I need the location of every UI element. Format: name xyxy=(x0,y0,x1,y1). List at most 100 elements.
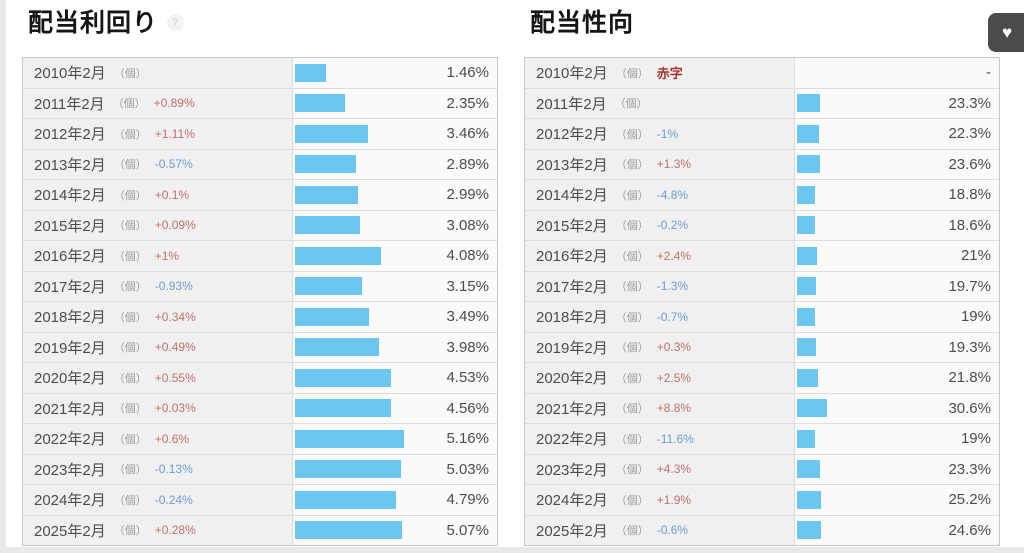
unit-label: （個） xyxy=(615,128,649,141)
help-icon[interactable]: ? xyxy=(167,14,185,31)
row-label-cell: 2025年2月 （個） -0.6% xyxy=(525,515,795,545)
section-title-dividend-yield: 配当利回り ? xyxy=(28,3,185,39)
row-label-cell: 2020年2月 （個） +0.55% xyxy=(23,363,293,393)
year-label: 2013年2月 xyxy=(34,156,106,174)
row-value-cell: 19% xyxy=(795,424,999,454)
row-label-cell: 2021年2月 （個） +0.03% xyxy=(23,393,293,423)
value-bar xyxy=(295,490,397,509)
year-label: 2023年2月 xyxy=(34,461,106,479)
change-label: +2.4% xyxy=(656,248,692,263)
unit-label: （個） xyxy=(113,525,147,538)
change-label: -0.57% xyxy=(154,157,193,172)
value-label: 3.15% xyxy=(446,277,489,295)
value-label: 5.16% xyxy=(446,430,489,448)
value-bar xyxy=(797,277,817,296)
value-label: 3.49% xyxy=(446,308,489,326)
year-label: 2011年2月 xyxy=(34,95,105,113)
unit-label: （個） xyxy=(615,67,649,80)
value-label: 24.6% xyxy=(948,521,991,539)
table-row: 2016年2月 （個） +1% 4.08% xyxy=(23,241,497,272)
unit-label: （個） xyxy=(614,98,648,111)
row-value-cell: 19.3% xyxy=(795,332,999,362)
unit-label: （個） xyxy=(615,525,649,538)
change-label: +0.1% xyxy=(154,187,190,202)
dividend-yield-table: 2010年2月 （個） 1.46% 2011年2月 （個） +0.89% 2.35% 2012… xyxy=(22,57,498,546)
value-bar xyxy=(295,246,382,265)
value-label: 2.99% xyxy=(446,186,489,204)
table-row: 2023年2月 （個） +4.3% 23.3% xyxy=(525,454,999,485)
year-label: 2021年2月 xyxy=(536,400,608,418)
row-value-cell: 4.56% xyxy=(293,393,497,423)
change-label: -0.93% xyxy=(154,279,193,294)
value-bar xyxy=(797,521,821,540)
value-bar xyxy=(797,216,815,235)
value-label: 2.89% xyxy=(446,155,489,173)
year-label: 2017年2月 xyxy=(34,278,106,296)
year-label: 2012年2月 xyxy=(536,126,608,144)
row-value-cell: 25.2% xyxy=(795,485,999,515)
table-row: 2024年2月 （個） +1.9% 25.2% xyxy=(525,485,999,516)
table-row: 2011年2月 （個） 23.3% xyxy=(525,88,999,119)
unit-label: （個） xyxy=(615,464,649,477)
year-label: 2025年2月 xyxy=(34,522,106,540)
unit-label: （個） xyxy=(113,494,147,507)
value-label: 1.46% xyxy=(446,64,489,82)
row-value-cell: 23.6% xyxy=(795,149,999,179)
unit-label: （個） xyxy=(615,159,649,172)
year-label: 2019年2月 xyxy=(536,339,608,357)
row-label-cell: 2025年2月 （個） +0.28% xyxy=(23,515,293,545)
heart-icon: ♥ xyxy=(1002,23,1013,42)
table-row: 2010年2月 （個） 1.46% xyxy=(23,58,497,89)
row-value-cell: 3.98% xyxy=(293,332,497,362)
unit-label: （個） xyxy=(113,464,147,477)
row-value-cell: 3.15% xyxy=(293,271,497,301)
unit-label: （個） xyxy=(615,189,649,202)
year-label: 2020年2月 xyxy=(536,370,608,388)
year-label: 2016年2月 xyxy=(536,248,608,266)
year-label: 2024年2月 xyxy=(34,492,106,510)
value-bar xyxy=(295,460,402,479)
row-label-cell: 2024年2月 （個） -0.24% xyxy=(23,485,293,515)
value-bar xyxy=(797,124,819,143)
value-bar xyxy=(797,368,819,387)
value-label: 23.3% xyxy=(948,94,991,112)
value-label: 4.53% xyxy=(446,369,489,387)
row-value-cell: 18.8% xyxy=(795,180,999,210)
year-label: 2015年2月 xyxy=(34,217,106,235)
year-label: 2018年2月 xyxy=(536,309,608,327)
value-label: 19% xyxy=(960,430,991,448)
row-label-cell: 2019年2月 （個） +0.49% xyxy=(23,332,293,362)
year-label: 2018年2月 xyxy=(34,309,106,327)
value-bar xyxy=(797,460,820,479)
row-value-cell: 19% xyxy=(795,302,999,332)
year-label: 2015年2月 xyxy=(536,217,608,235)
year-label: 2010年2月 xyxy=(536,65,608,83)
value-label: 2.35% xyxy=(446,94,489,112)
row-value-cell: 3.49% xyxy=(293,302,497,332)
value-label: 19% xyxy=(960,308,991,326)
table-row: 2017年2月 （個） -1.3% 19.7% xyxy=(525,271,999,302)
row-value-cell: 21% xyxy=(795,241,999,271)
value-label: 4.56% xyxy=(446,399,489,417)
unit-label: （個） xyxy=(615,250,649,263)
row-value-cell: 2.35% xyxy=(293,88,497,118)
unit-label: （個） xyxy=(615,494,649,507)
unit-label: （個） xyxy=(113,372,147,385)
row-label-cell: 2012年2月 （個） -1% xyxy=(525,119,795,149)
value-bar xyxy=(295,368,391,387)
favorite-button[interactable]: ♥ xyxy=(988,13,1024,52)
unit-label: （個） xyxy=(615,311,649,324)
row-value-cell: 4.53% xyxy=(293,363,497,393)
change-label: +0.09% xyxy=(154,218,196,233)
table-row: 2024年2月 （個） -0.24% 4.79% xyxy=(23,485,497,516)
unit-label: （個） xyxy=(113,281,147,294)
change-label: -0.13% xyxy=(154,462,193,477)
value-label: - xyxy=(986,64,991,82)
change-label: +0.55% xyxy=(154,370,196,385)
table-row: 2019年2月 （個） +0.49% 3.98% xyxy=(23,332,497,363)
value-bar xyxy=(295,155,356,174)
change-label: -11.6% xyxy=(656,431,694,446)
value-label: 3.98% xyxy=(446,338,489,356)
year-label: 2014年2月 xyxy=(34,187,106,205)
year-label: 2019年2月 xyxy=(34,339,106,357)
